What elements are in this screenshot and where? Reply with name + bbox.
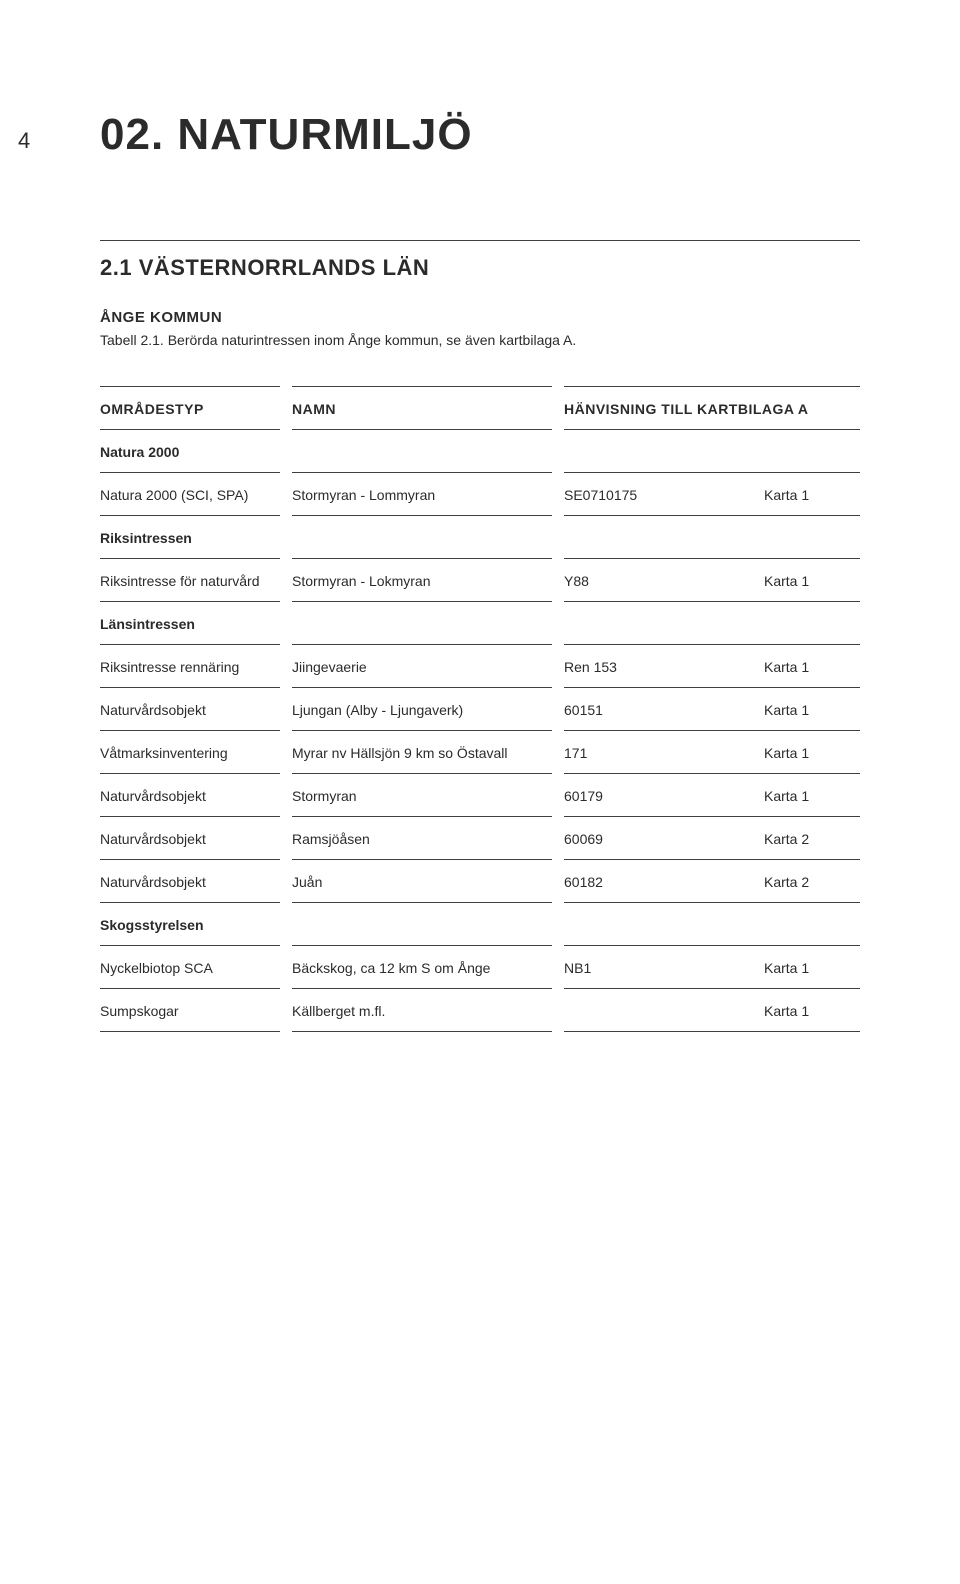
cell-namn: Ramsjöåsen: [292, 817, 552, 860]
cell-namn: Juån: [292, 860, 552, 903]
cell-karta: Karta 1: [764, 688, 860, 731]
cell-omradestyp: Naturvårdsobjekt: [100, 860, 280, 903]
table-caption: Tabell 2.1. Berörda naturintressen inom …: [100, 332, 860, 348]
col-hanvisning: HÄNVISNING TILL KARTBILAGA A: [564, 386, 860, 430]
cell-ref: NB1: [564, 946, 764, 989]
cell-namn: Bäckskog, ca 12 km S om Ånge: [292, 946, 552, 989]
natur-table: OMRÅDESTYP NAMN HÄNVISNING TILL KARTBILA…: [100, 386, 860, 1032]
cell-namn: Källberget m.fl.: [292, 989, 552, 1032]
cell: [564, 516, 764, 559]
cell: [764, 516, 860, 559]
cell: [764, 430, 860, 473]
cell-section: Riksintressen: [100, 516, 280, 559]
table-body: Natura 2000Natura 2000 (SCI, SPA) Stormyr…: [100, 430, 860, 1032]
cell-ref: SE0710175: [564, 473, 764, 516]
section-subtitle: 2.1 VÄSTERNORRLANDS LÄN: [100, 255, 860, 281]
cell-omradestyp: Riksintresse för naturvård: [100, 559, 280, 602]
table-row: Nyckelbiotop SCA Bäckskog, ca 12 km S om …: [100, 946, 860, 989]
table-row: Skogsstyrelsen: [100, 903, 860, 946]
cell-namn: Ljungan (Alby - Ljungaverk): [292, 688, 552, 731]
municipality-label: ÅNGE KOMMUN: [100, 309, 860, 326]
table-row: Naturvårdsobjekt Ljungan (Alby - Ljungave…: [100, 688, 860, 731]
cell-section: Skogsstyrelsen: [100, 903, 280, 946]
table-row: Riksintressen: [100, 516, 860, 559]
table-header-row: OMRÅDESTYP NAMN HÄNVISNING TILL KARTBILA…: [100, 386, 860, 430]
col-omradestyp: OMRÅDESTYP: [100, 386, 280, 430]
cell: [292, 516, 552, 559]
cell: [292, 903, 552, 946]
table-row: Riksintresse för naturvård Stormyran - Lo…: [100, 559, 860, 602]
cell: [564, 903, 764, 946]
cell-omradestyp: Natura 2000 (SCI, SPA): [100, 473, 280, 516]
cell-ref: 60069: [564, 817, 764, 860]
cell-ref: 171: [564, 731, 764, 774]
cell-ref: Y88: [564, 559, 764, 602]
cell: [564, 430, 764, 473]
cell-ref: [564, 989, 764, 1032]
cell-namn: Myrar nv Hällsjön 9 km so Östavall: [292, 731, 552, 774]
cell-karta: Karta 1: [764, 989, 860, 1032]
cell-ref: 60151: [564, 688, 764, 731]
cell-namn: Stormyran - Lokmyran: [292, 559, 552, 602]
cell-karta: Karta 1: [764, 645, 860, 688]
cell-omradestyp: Våtmarksinventering: [100, 731, 280, 774]
cell-ref: 60182: [564, 860, 764, 903]
cell-ref: Ren 153: [564, 645, 764, 688]
cell-omradestyp: Naturvårdsobjekt: [100, 774, 280, 817]
cell-omradestyp: Naturvårdsobjekt: [100, 688, 280, 731]
page-title: 02. NATURMILJÖ: [100, 110, 860, 160]
divider: [100, 240, 860, 241]
page-number: 4: [18, 128, 30, 154]
cell-karta: Karta 1: [764, 731, 860, 774]
cell-omradestyp: Sumpskogar: [100, 989, 280, 1032]
cell-omradestyp: Nyckelbiotop SCA: [100, 946, 280, 989]
cell-section: Natura 2000: [100, 430, 280, 473]
cell-karta: Karta 1: [764, 473, 860, 516]
cell-karta: Karta 2: [764, 860, 860, 903]
table-row: Naturvårdsobjekt Juån 60182Karta 2: [100, 860, 860, 903]
table-row: Länsintressen: [100, 602, 860, 645]
cell: [292, 602, 552, 645]
cell-omradestyp: Riksintresse rennäring: [100, 645, 280, 688]
table-row: Naturvårdsobjekt Stormyran 60179Karta 1: [100, 774, 860, 817]
cell-namn: Jiingevaerie: [292, 645, 552, 688]
cell-namn: Stormyran - Lommyran: [292, 473, 552, 516]
table-row: Naturvårdsobjekt Ramsjöåsen 60069Karta 2: [100, 817, 860, 860]
cell-omradestyp: Naturvårdsobjekt: [100, 817, 280, 860]
cell: [764, 602, 860, 645]
cell-karta: Karta 1: [764, 946, 860, 989]
table-row: Våtmarksinventering Myrar nv Hällsjön 9 k…: [100, 731, 860, 774]
cell-section: Länsintressen: [100, 602, 280, 645]
cell: [292, 430, 552, 473]
cell-karta: Karta 2: [764, 817, 860, 860]
table-row: Natura 2000: [100, 430, 860, 473]
cell-ref: 60179: [564, 774, 764, 817]
cell-karta: Karta 1: [764, 774, 860, 817]
table-row: Natura 2000 (SCI, SPA) Stormyran - Lommyr…: [100, 473, 860, 516]
table-row: Riksintresse rennäring Jiingevaerie Ren 15…: [100, 645, 860, 688]
table-row: Sumpskogar Källberget m.fl. Karta 1: [100, 989, 860, 1032]
page: 4 02. NATURMILJÖ 2.1 VÄSTERNORRLANDS LÄN…: [0, 110, 960, 1584]
cell-karta: Karta 1: [764, 559, 860, 602]
col-namn: NAMN: [292, 386, 552, 430]
cell: [764, 903, 860, 946]
cell: [564, 602, 764, 645]
cell-namn: Stormyran: [292, 774, 552, 817]
